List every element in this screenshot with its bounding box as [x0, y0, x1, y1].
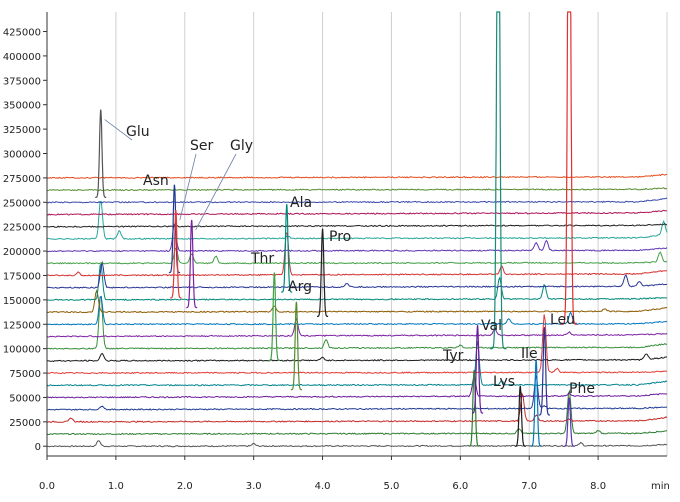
peak-labels: Glu Asn Ser Gly Ala Thr Pro Arg Tyr Val Lys Ile Leu P… [126, 124, 595, 397]
peak-ala [281, 204, 293, 293]
x-tick-label: 6.0 [452, 481, 468, 492]
peak-label-gly: Gly [230, 138, 253, 154]
x-tick-label: 0.0 [39, 481, 55, 492]
peak-glu [95, 109, 107, 198]
trace-line [46, 440, 668, 448]
peak-label-leu: Leu [550, 312, 575, 328]
peak-gly [186, 219, 198, 309]
y-tick-label: 300000 [3, 149, 41, 160]
y-tick-label: 25000 [9, 418, 41, 429]
gridlines [115, 12, 668, 456]
y-tick-label: 75000 [9, 369, 41, 380]
peak-label-asn: Asn [143, 173, 169, 189]
peak-label-ala: Ala [290, 195, 312, 211]
y-tick-label: 325000 [3, 125, 41, 136]
y-tick-label: 150000 [3, 296, 41, 307]
x-tick-label: 3.0 [246, 481, 262, 492]
y-tick-label: 225000 [3, 223, 41, 234]
trace-line [46, 374, 667, 399]
y-tick-label: 250000 [3, 198, 41, 209]
x-tick-label: 8.0 [590, 481, 606, 492]
x-unit-label: min [651, 481, 670, 492]
x-tick-label: 7.0 [521, 481, 537, 492]
trace-line [46, 173, 668, 180]
trace-line [46, 223, 667, 228]
y-tick-label: 50000 [9, 393, 41, 404]
leader-line [104, 119, 133, 141]
peak-tyr [468, 370, 480, 447]
trace-line [47, 223, 668, 253]
peak-ser [170, 210, 182, 299]
peak-leu [538, 327, 550, 416]
plot-area [47, 12, 667, 456]
trace-line [46, 201, 668, 240]
trace-line [47, 375, 668, 411]
peak-ile [530, 360, 542, 447]
trace-red-saturated [560, 11, 578, 325]
y-tick-label: 0 [35, 442, 41, 453]
peak-label-lys: Lys [493, 374, 515, 390]
trace-line [46, 197, 668, 204]
y-tick-label: 400000 [3, 52, 41, 63]
trace-line [46, 288, 668, 314]
y-tick-label: 350000 [3, 101, 41, 112]
y-tick-label: 375000 [3, 76, 41, 87]
peak-phe [563, 397, 575, 447]
x-tick-label: 2.0 [177, 481, 193, 492]
peak-label-ser: Ser [190, 138, 214, 154]
x-tick-label: 1.0 [108, 481, 124, 492]
peak-pro [316, 228, 329, 318]
peak-label-thr: Thr [250, 251, 274, 267]
peak-lys [514, 385, 526, 447]
y-tick-label: 100000 [3, 345, 41, 356]
peak-label-glu: Glu [126, 124, 150, 140]
y-tick-label: 125000 [3, 320, 41, 331]
y-tick-label: 175000 [3, 271, 41, 282]
peak-label-phe: Phe [569, 381, 595, 397]
trace-line [46, 296, 668, 350]
x-axis-ticks: 0.0 1.0 2.0 3.0 4.0 5.0 6.0 7.0 8.0 [39, 456, 606, 492]
y-tick-label: 425000 [3, 28, 41, 39]
y-axis-ticks: 0 25000 50000 75000 100000 125000 150000 175000… [3, 28, 47, 453]
trace-green-saturated [490, 11, 507, 350]
trace-line [46, 247, 668, 265]
trace-line [46, 187, 667, 192]
trace-line [46, 260, 668, 289]
trace-line [46, 262, 668, 301]
leader-line [195, 153, 237, 231]
y-tick-label: 275000 [3, 174, 41, 185]
trace-line [46, 232, 668, 277]
peak-label-val: Val [481, 318, 502, 334]
y-tick-label: 200000 [3, 247, 41, 258]
trace-line [46, 352, 667, 362]
peak-leader-lines [104, 119, 237, 231]
trace-line [46, 341, 668, 387]
peak-arg [290, 301, 302, 391]
peak-val [472, 325, 484, 414]
trace-line [46, 389, 668, 436]
peak-label-tyr: Tyr [442, 348, 464, 364]
trace-line [46, 209, 668, 216]
trace-line [46, 314, 668, 375]
trace-line [46, 392, 668, 424]
chromatogram-traces [46, 11, 668, 448]
x-tick-label: 5.0 [383, 481, 399, 492]
peak-label-pro: Pro [329, 229, 351, 245]
trace-line [46, 317, 668, 338]
leader-line [179, 153, 197, 221]
x-tick-label: 4.0 [315, 481, 331, 492]
peak-label-ile: Ile [521, 346, 538, 362]
peak-thr [268, 272, 280, 361]
peak-label-arg: Arg [288, 279, 312, 295]
